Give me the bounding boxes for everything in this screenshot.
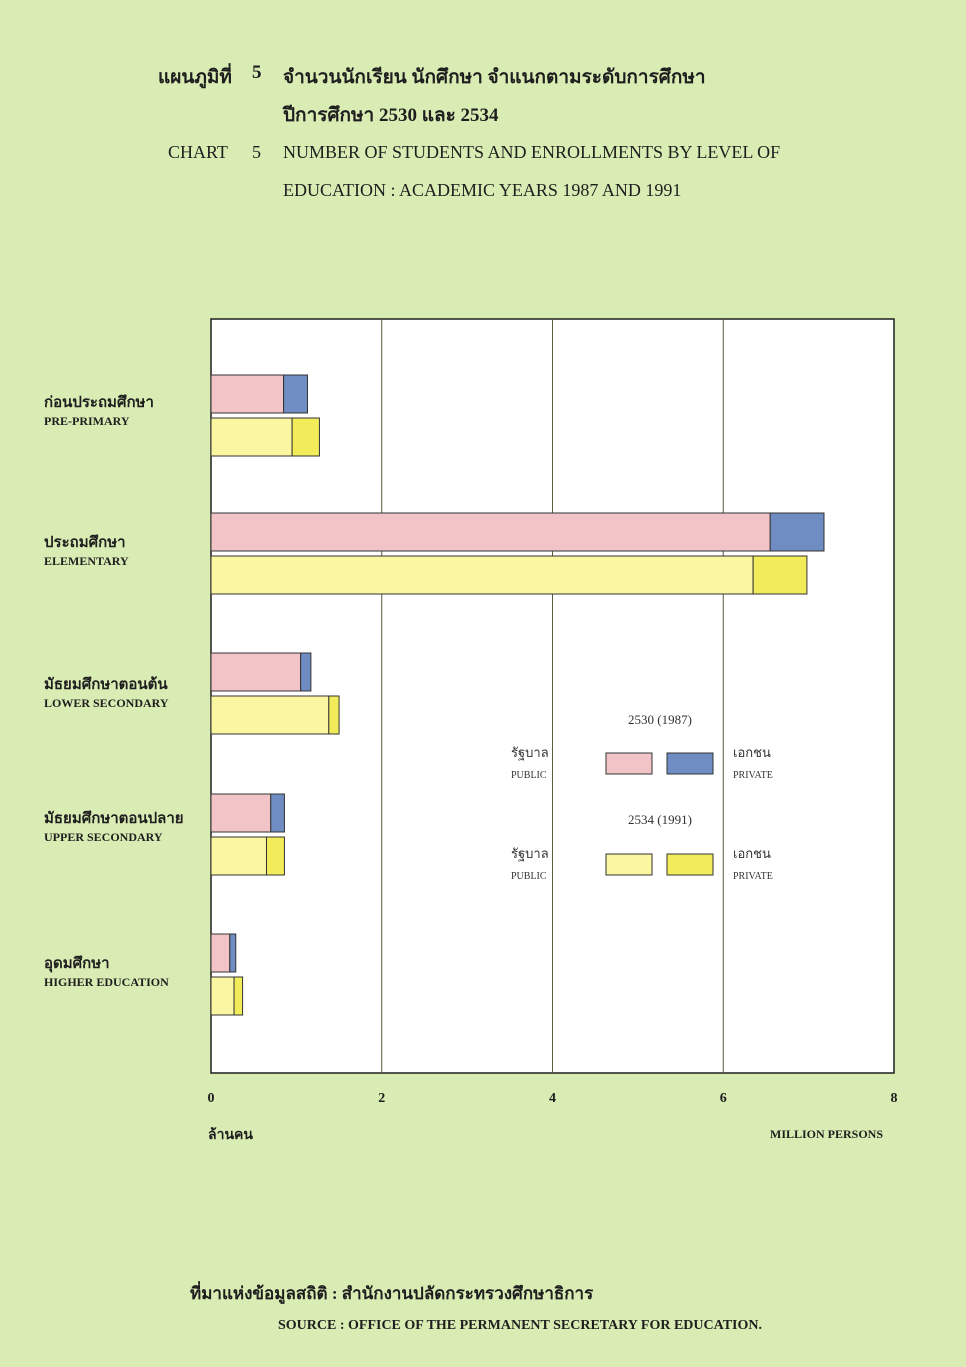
x-axis-unit-english: MILLION PERSONS xyxy=(770,1127,884,1141)
legend-public-thai-1991: รัฐบาล xyxy=(511,846,549,862)
bar-private-2534-1991 xyxy=(265,836,285,876)
bar-public-2534-1991 xyxy=(210,695,330,735)
bar-private-2534-1991 xyxy=(291,417,320,457)
bar-public-2530-1987 xyxy=(210,374,285,414)
source-english: SOURCE : OFFICE OF THE PERMANENT SECRETA… xyxy=(278,1318,762,1333)
bar-private-2534-1991 xyxy=(233,976,244,1016)
category-label-upper-secondary: มัธยมศึกษาตอนปลาย UPPER SECONDARY xyxy=(44,809,214,845)
x-tick-label: 4 xyxy=(549,1091,556,1106)
x-tick-labels: 0 2 4 6 8 xyxy=(208,1091,898,1106)
legend: 2530 (1987) รัฐบาล PUBLIC เอกชน PRIVATE … xyxy=(511,712,773,882)
bar-public-2534-1991 xyxy=(210,555,754,595)
legend-year-1987: 2530 (1987) xyxy=(628,712,692,727)
title-english-number: 5 xyxy=(252,142,261,162)
bar-private-2530-1987 xyxy=(283,374,308,414)
title-english-line2: EDUCATION : ACADEMIC YEARS 1987 AND 1991 xyxy=(283,180,682,200)
legend-private-thai-1987: เอกชน xyxy=(733,745,771,760)
title-thai-line2: ปีการศึกษา 2530 และ 2534 xyxy=(283,105,499,126)
legend-private-english-1987: PRIVATE xyxy=(733,770,773,781)
x-tick-label: 6 xyxy=(720,1091,727,1106)
legend-private-english-1991: PRIVATE xyxy=(733,871,773,882)
gridlines xyxy=(381,319,724,1073)
x-tick-label: 8 xyxy=(891,1091,898,1106)
category-label-english: LOWER SECONDARY xyxy=(44,696,169,710)
title-thai-number: 5 xyxy=(252,62,262,83)
category-label-thai: ประถมศึกษา xyxy=(44,535,126,551)
bar-private-2534-1991 xyxy=(328,695,340,735)
bar-public-2534-1991 xyxy=(210,976,235,1016)
legend-private-thai-1991: เอกชน xyxy=(733,846,771,861)
legend-public-thai-1987: รัฐบาล xyxy=(511,745,549,761)
title-thai-label: แผนภูมิที่ xyxy=(158,67,232,88)
category-label-english: ELEMENTARY xyxy=(44,554,129,568)
bar-private-2530-1987 xyxy=(270,793,285,833)
category-label-english: UPPER SECONDARY xyxy=(44,830,163,844)
bar-public-2530-1987 xyxy=(210,652,302,692)
bar-public-2530-1987 xyxy=(210,793,272,833)
category-label-pre-primary: ก่อนประถมศึกษา PRE-PRIMARY xyxy=(44,393,214,429)
title-english-line1: NUMBER OF STUDENTS AND ENROLLMENTS BY LE… xyxy=(283,142,781,162)
category-label-lower-secondary: มัธยมศึกษาตอนต้น LOWER SECONDARY xyxy=(44,675,214,711)
category-label-english: HIGHER EDUCATION xyxy=(44,975,169,989)
bars xyxy=(210,374,825,1016)
source-thai: ที่มาแห่งข้อมูลสถิติ : สำนักงานปลัดกระทร… xyxy=(190,1284,594,1303)
bar-private-2534-1991 xyxy=(752,555,808,595)
x-tick-label: 2 xyxy=(378,1091,385,1106)
category-label-thai: อุดมศึกษา xyxy=(44,956,110,972)
category-label-thai: มัธยมศึกษาตอนปลาย xyxy=(44,811,184,827)
x-axis-unit-thai: ล้านคน xyxy=(208,1128,253,1143)
legend-public-english-1991: PUBLIC xyxy=(511,871,547,882)
legend-year-1991: 2534 (1991) xyxy=(628,812,692,827)
bar-public-2530-1987 xyxy=(210,512,771,552)
category-label-thai: มัธยมศึกษาตอนต้น xyxy=(44,677,168,693)
title-english-label: CHART xyxy=(168,142,228,162)
bar-public-2534-1991 xyxy=(210,836,267,876)
legend-swatch-private-1987 xyxy=(666,752,714,775)
category-label-higher-education: อุดมศึกษา HIGHER EDUCATION xyxy=(44,954,214,990)
legend-public-english-1987: PUBLIC xyxy=(511,770,547,781)
chart-title-block: แผนภูมิที่ 5 จำนวนนักเรียน นักศึกษา จำแน… xyxy=(0,0,966,220)
title-thai-line1: จำนวนนักเรียน นักศึกษา จำแนกตามระดับการศ… xyxy=(283,67,706,88)
bar-private-2530-1987 xyxy=(769,512,825,552)
legend-swatch-public-1991 xyxy=(605,853,653,876)
bar-public-2534-1991 xyxy=(210,417,293,457)
category-label-elementary: ประถมศึกษา ELEMENTARY xyxy=(44,533,214,569)
bar-private-2530-1987 xyxy=(229,933,237,973)
x-tick-label: 0 xyxy=(208,1091,215,1106)
bar-public-2530-1987 xyxy=(210,933,231,973)
legend-swatch-public-1987 xyxy=(605,752,653,775)
legend-swatch-private-1991 xyxy=(666,853,714,876)
category-label-thai: ก่อนประถมศึกษา xyxy=(44,395,154,411)
bar-private-2530-1987 xyxy=(300,652,312,692)
category-label-english: PRE-PRIMARY xyxy=(44,414,130,428)
